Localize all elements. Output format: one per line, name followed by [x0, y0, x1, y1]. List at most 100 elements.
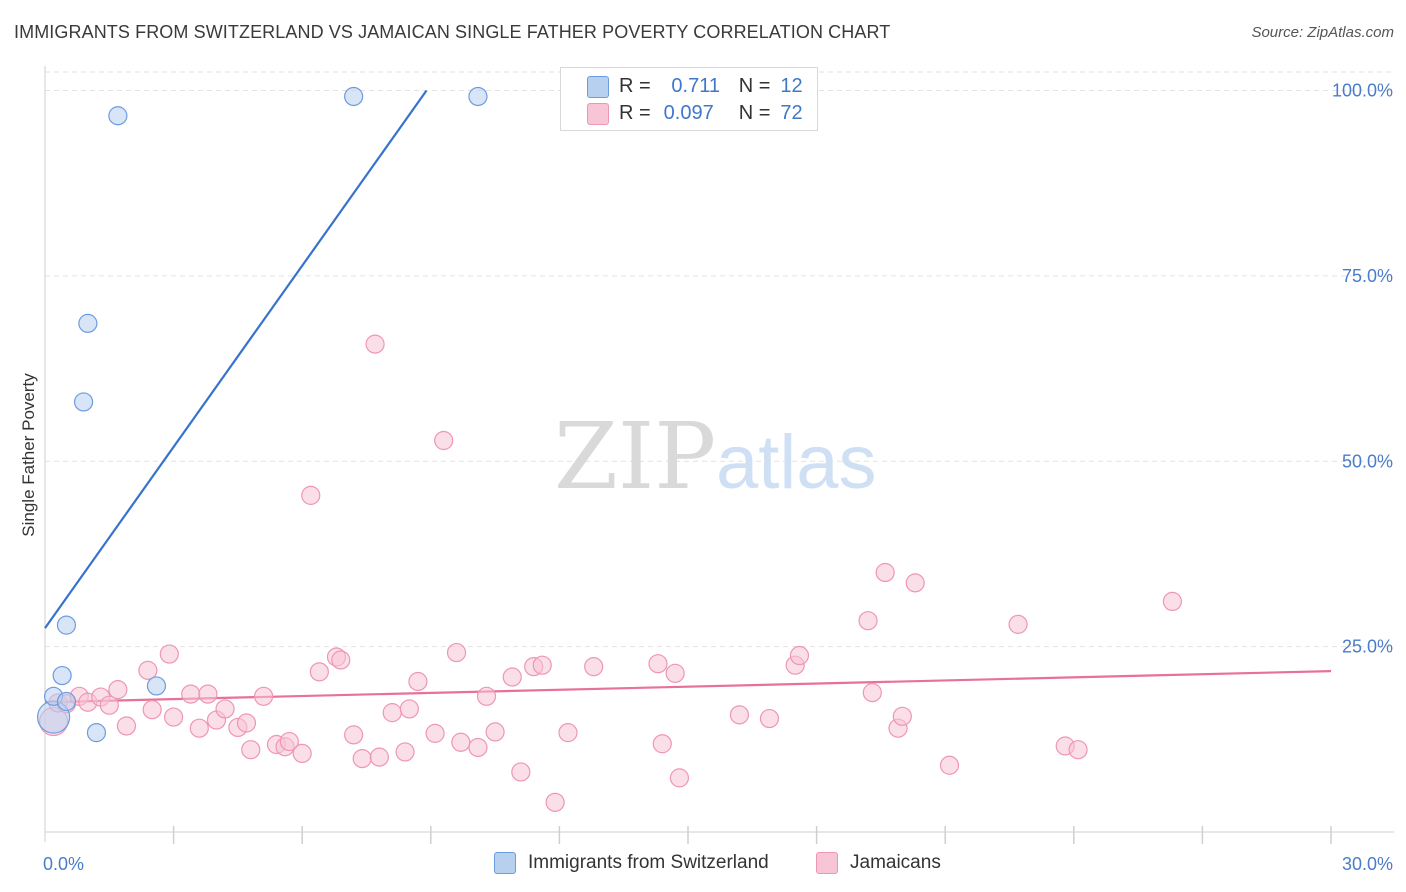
point-jamaicans [159, 644, 179, 664]
point-jamaicans [215, 699, 235, 719]
bottom-legend-swatch-jamaicans [816, 852, 838, 874]
point-switzerland [78, 313, 98, 333]
y-tick-labels: 25.0% 50.0% 75.0% 100.0% [1332, 81, 1393, 657]
point-switzerland [56, 615, 77, 635]
point-jamaicans [369, 747, 389, 767]
point-jamaicans [292, 743, 312, 764]
point-jamaicans [241, 740, 261, 760]
legend-row-switzerland: R = 0.711 N = 12 [587, 73, 803, 99]
point-jamaicans [665, 663, 685, 683]
legend-n-label: N = [738, 74, 771, 97]
point-jamaicans [451, 732, 471, 752]
watermark: ZIP atlas [554, 403, 877, 510]
point-jamaicans [511, 762, 531, 782]
point-jamaicans [395, 742, 415, 762]
legend-swatch-jamaicans [587, 103, 609, 125]
point-jamaicans [669, 768, 690, 788]
point-jamaicans [729, 705, 750, 725]
point-jamaicans [301, 485, 321, 505]
legend-r-label: R = [619, 101, 651, 124]
point-jamaicans [365, 334, 385, 354]
point-jamaicans [558, 723, 578, 743]
legend-n-label: N = [738, 101, 771, 124]
x-tick-labels: 0.0% 30.0% [43, 854, 1393, 874]
point-switzerland [52, 665, 72, 686]
point-jamaicans [502, 667, 522, 687]
legend-n-value-switzerland: 12 [780, 74, 803, 97]
x-tick-label-min: 0.0% [43, 854, 84, 874]
bottom-legend-label-switzerland: Immigrants from Switzerland [528, 852, 769, 873]
point-jamaicans [309, 662, 329, 682]
point-jamaicans [446, 642, 467, 663]
point-jamaicans [254, 686, 274, 706]
point-jamaicans [99, 695, 119, 715]
correlation-legend: R = 0.711 N = 12 R = 0.097 N = 72 [560, 67, 818, 131]
point-switzerland [56, 691, 77, 712]
trend-line-jamaicans [44, 670, 1332, 704]
point-jamaicans [425, 723, 445, 743]
point-jamaicans [164, 707, 184, 727]
point-jamaicans [1068, 740, 1088, 760]
point-jamaicans [905, 573, 925, 593]
legend-r-value-switzerland: 0.711 [671, 74, 720, 97]
point-jamaicans [892, 706, 912, 726]
point-jamaicans [408, 671, 428, 692]
legend-r-value-jamaicans: 0.097 [663, 101, 714, 124]
point-switzerland [86, 723, 107, 743]
trend-lines [44, 89, 1332, 704]
point-jamaicans [1162, 591, 1182, 612]
y-tick-label: 50.0% [1342, 451, 1393, 471]
legend-swatch-switzerland [587, 76, 609, 98]
bottom-legend-label-jamaicans: Jamaicans [850, 852, 941, 873]
point-jamaicans [862, 683, 882, 703]
point-jamaicans [198, 684, 218, 704]
point-switzerland [344, 86, 364, 107]
point-jamaicans [279, 731, 299, 752]
source-label: Source: ZipAtlas.com [1251, 24, 1394, 41]
point-switzerland [146, 676, 167, 696]
point-jamaicans [532, 655, 552, 675]
y-tick-label: 25.0% [1342, 637, 1393, 657]
legend-row-jamaicans: R = 0.097 N = 72 [587, 100, 803, 126]
watermark-atlas: atlas [716, 420, 877, 505]
point-jamaicans [142, 700, 162, 720]
legend-r-label: R = [619, 74, 651, 97]
bottom-legend-jamaicans: Jamaicans [816, 852, 941, 874]
point-jamaicans [584, 657, 604, 677]
point-jamaicans [189, 718, 209, 738]
legend-n-value-jamaicans: 72 [780, 101, 803, 124]
point-jamaicans [434, 430, 454, 451]
data-points [36, 86, 1182, 812]
point-jamaicans [399, 699, 419, 719]
point-jamaicans [939, 755, 960, 775]
point-jamaicans [648, 654, 668, 674]
point-jamaicans [858, 611, 878, 631]
point-jamaicans [236, 713, 257, 733]
bottom-legend-switzerland: Immigrants from Switzerland [494, 852, 769, 874]
point-jamaicans [382, 703, 402, 723]
point-jamaicans [545, 792, 565, 812]
grid [45, 71, 1394, 648]
bottom-legend-swatch-switzerland [494, 852, 516, 874]
point-jamaicans [789, 645, 810, 666]
chart-title: IMMIGRANTS FROM SWITZERLAND VS JAMAICAN … [14, 22, 891, 42]
y-axis-label: Single Father Poverty [19, 373, 38, 537]
point-jamaicans [181, 684, 201, 704]
x-tick-label-max: 30.0% [1342, 854, 1393, 874]
y-tick-label: 100.0% [1332, 81, 1393, 101]
point-switzerland [73, 392, 94, 412]
point-jamaicans [1008, 614, 1028, 634]
point-jamaicans [485, 722, 505, 742]
point-jamaicans [875, 562, 895, 583]
point-jamaicans [344, 725, 364, 745]
point-jamaicans [652, 734, 672, 754]
y-tick-label: 75.0% [1342, 266, 1393, 286]
point-jamaicans [116, 716, 137, 736]
point-jamaicans [108, 680, 128, 700]
point-jamaicans [468, 737, 488, 758]
point-jamaicans [759, 708, 780, 729]
watermark-zip: ZIP [554, 403, 716, 510]
point-jamaicans [331, 650, 351, 670]
point-switzerland [108, 106, 128, 126]
